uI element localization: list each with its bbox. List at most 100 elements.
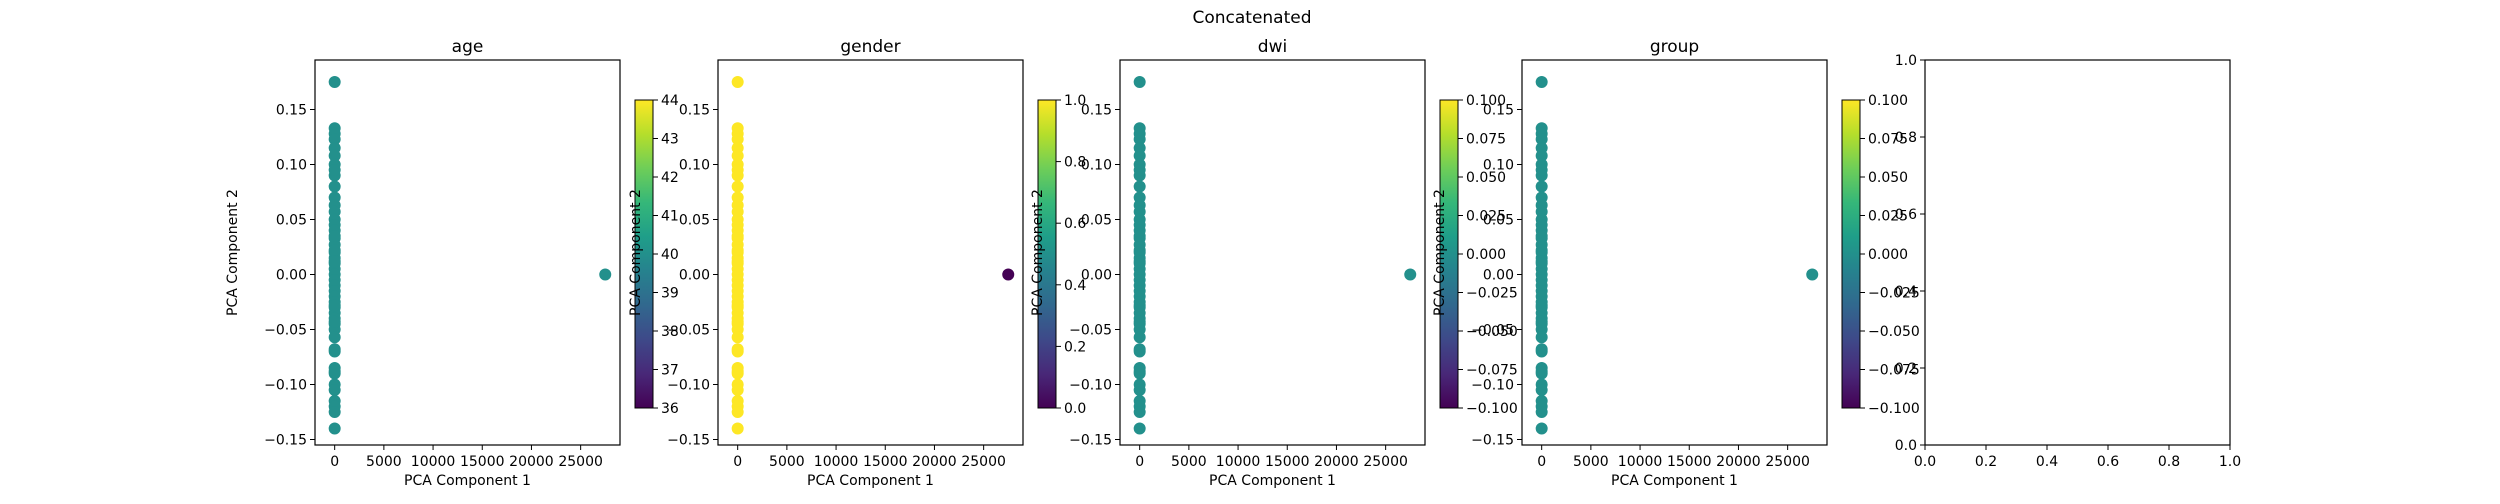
y-tick-label: 0.00 (276, 268, 307, 284)
scatter-point (328, 422, 341, 435)
x-tick-label: 0.8 (2158, 454, 2180, 470)
colorbar-tick-label: 36 (661, 401, 679, 417)
scatter-point (731, 149, 744, 162)
colorbar-tick-label: 44 (661, 93, 679, 109)
scatter-point (1133, 164, 1146, 176)
x-tick-label: 20000 (912, 454, 957, 470)
x-tick-label: 20000 (1314, 454, 1359, 470)
scatter-point (328, 76, 341, 88)
scatter-point (1133, 244, 1146, 257)
y-tick-label: 0.15 (1483, 103, 1514, 119)
scatter-point (328, 133, 341, 146)
subplot-title: group (1650, 37, 1699, 57)
x-tick-label: 10000 (411, 454, 456, 470)
y-tick-label: 0.2 (1895, 361, 1917, 377)
scatter-point (1133, 230, 1146, 242)
colorbar-tick-label: 43 (661, 132, 679, 148)
colorbar-tick-label: 0.050 (1466, 170, 1506, 186)
colorbar-tick-label: 41 (661, 209, 679, 225)
scatter-point (1535, 164, 1548, 176)
scatter-point (731, 315, 744, 328)
colorbar-tick-label: 0.075 (1466, 132, 1506, 148)
y-tick-label: 0.05 (1081, 213, 1112, 229)
y-tick-label: −0.05 (1471, 323, 1514, 339)
scatter-point (1535, 299, 1548, 312)
y-tick-label: 0.05 (679, 213, 710, 229)
scatter-point (328, 315, 341, 328)
x-tick-label: 10000 (1618, 454, 1663, 470)
colorbar-tick-label: 0.4 (1064, 278, 1086, 294)
axes-frame (1521, 59, 1828, 446)
x-tick-label: 5000 (1573, 454, 1609, 470)
axes-frame (314, 59, 621, 446)
subplot-gender: gender 0 5000 10000 15000 20000 25000 −0.15 −0.1… (628, 37, 1086, 489)
y-tick-label: 0.0 (1895, 438, 1917, 454)
colorbar-tick-label: 0.075 (1868, 132, 1908, 148)
x-tick-label: 10000 (814, 454, 859, 470)
x-tick-label: 0 (330, 454, 339, 470)
x-tick-label: 0 (1135, 454, 1144, 470)
colorbar-tick-label: −0.075 (1868, 363, 1920, 379)
scatter-point (1133, 299, 1146, 312)
y-tick-label: −0.05 (264, 323, 307, 339)
y-tick-label: 0.8 (1895, 130, 1917, 146)
x-tick-label: 0 (733, 454, 742, 470)
scatter-point (731, 331, 744, 344)
subplot-title: age (452, 37, 484, 57)
scatter-point (1535, 230, 1548, 242)
scatter-point (328, 244, 341, 257)
colorbar-tick-label: −0.025 (1868, 286, 1920, 302)
y-tick-label: −0.10 (667, 378, 710, 394)
scatter-point (1535, 422, 1548, 435)
y-tick-label: −0.15 (1069, 433, 1112, 449)
y-axis-label: PCA Component 2 (1432, 189, 1448, 316)
x-axis-label: PCA Component 1 (1611, 473, 1738, 489)
colorbar-tick-label: 0.8 (1064, 155, 1086, 171)
x-tick-label: 20000 (509, 454, 554, 470)
scatter-point (1535, 149, 1548, 162)
scatter-point (1133, 331, 1146, 344)
x-tick-label: 25000 (558, 454, 603, 470)
x-tick-label: 25000 (1765, 454, 1810, 470)
x-tick-label: 15000 (460, 454, 505, 470)
x-tick-label: 5000 (769, 454, 805, 470)
y-tick-label: 1.0 (1895, 53, 1917, 69)
colorbar-tick-label: −0.075 (1466, 363, 1518, 379)
colorbar-tick-label: 39 (661, 286, 679, 302)
axes-frame (1924, 59, 2231, 446)
colorbar-tick-label: 0.000 (1466, 247, 1506, 263)
scatter-point (328, 343, 341, 356)
scatter-point (731, 384, 744, 396)
scatter-point (1535, 76, 1548, 88)
scatter-point (328, 164, 341, 176)
y-tick-label: −0.10 (1069, 378, 1112, 394)
scatter-point (1133, 255, 1146, 268)
scatter-point (731, 244, 744, 257)
x-tick-label: 1.0 (2219, 454, 2241, 470)
scatter-point (328, 255, 341, 268)
x-tick-label: 15000 (1265, 454, 1310, 470)
x-tick-label: 20000 (1716, 454, 1761, 470)
colorbar-tick-label: −0.100 (1868, 401, 1920, 417)
y-tick-label: −0.15 (667, 433, 710, 449)
x-tick-label: 5000 (366, 454, 402, 470)
x-tick-label: 5000 (1171, 454, 1207, 470)
y-tick-label: 0.15 (276, 103, 307, 119)
y-tick-label: −0.10 (1471, 378, 1514, 394)
scatter-point (1806, 268, 1819, 281)
colorbar-tick-label: −0.025 (1466, 286, 1518, 302)
scatter-point (731, 406, 744, 418)
scatter-point (1133, 76, 1146, 88)
scatter-point (1133, 133, 1146, 146)
scatter-point (1535, 406, 1548, 418)
y-tick-label: 0.10 (1081, 158, 1112, 174)
scatter-point (1535, 331, 1548, 344)
colorbar-tick-label: 0.2 (1064, 339, 1086, 355)
subplot-title: dwi (1258, 37, 1287, 57)
y-tick-label: 0.05 (1483, 213, 1514, 229)
scatter-point (1133, 422, 1146, 435)
scatter-point (731, 164, 744, 176)
scatter-point (1133, 343, 1146, 356)
